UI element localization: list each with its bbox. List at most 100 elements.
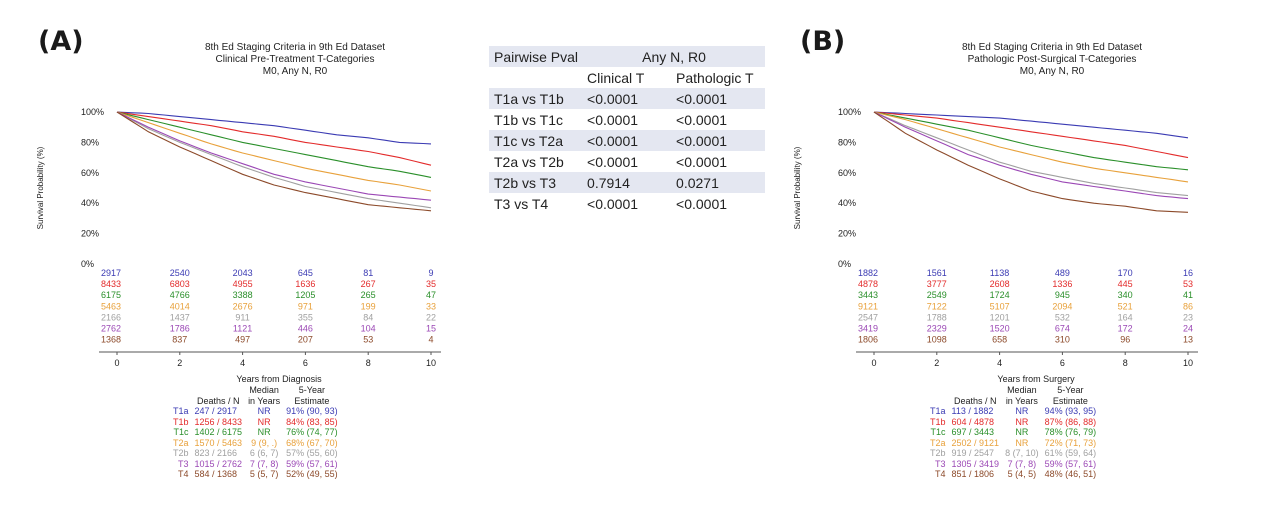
y-tick-label: 0% (838, 259, 851, 269)
pv-row-label: T1c vs T2a (489, 130, 583, 151)
pv-row: T1c vs T2a <0.0001 <0.0001 (489, 130, 766, 151)
at-risk-count: 1636 (295, 279, 315, 289)
panel-b-title-line-1: 8th Ed Staging Criteria in 9th Ed Datase… (961, 42, 1143, 53)
stats-row: T4 584 / 1368 5 (5, 7) 52% (49, 55) (170, 469, 341, 480)
pv-row-label: T1b vs T1c (489, 109, 583, 130)
at-risk-count: 2676 (233, 301, 253, 311)
stats-category: T3 (935, 458, 946, 469)
stats-header-estimate: 5-Year (1057, 385, 1084, 395)
at-risk-count: 2329 (927, 324, 947, 334)
at-risk-count: 1201 (990, 312, 1010, 322)
at-risk-count: 3777 (927, 279, 947, 289)
at-risk-count: 445 (1118, 279, 1133, 289)
at-risk-count: 22 (426, 312, 436, 322)
survival-curve-t2b (116, 111, 432, 209)
at-risk-count: 1368 (101, 335, 121, 345)
stats-estimate: 68% (67, 70) (286, 437, 338, 448)
stats-row: T1a 113 / 1882 NR 94% (93, 95) (927, 406, 1099, 417)
stats-header-estimate: 5-Year (298, 385, 325, 395)
stats-header-row: Deaths / N in Years Estimate (927, 396, 1099, 407)
stats-deaths: 1256 / 8433 (194, 416, 243, 427)
at-risk-count: 33 (426, 301, 436, 311)
stats-header-blank (170, 385, 192, 396)
at-risk-count: 1138 (990, 268, 1009, 278)
survival-curve-t4 (116, 111, 432, 212)
stats-header-median: Median (249, 385, 279, 395)
stats-deaths: 1402 / 6175 (194, 427, 243, 437)
panel-b: 8th Ed Staging Criteria in 9th Ed Datase… (757, 0, 1227, 505)
survival-curve-t3 (873, 111, 1189, 200)
pairwise-pvalue-table: Pairwise Pval Any N, R0 Clinical T Patho… (489, 46, 766, 214)
at-risk-count: 84 (363, 312, 373, 322)
at-risk-count: 4766 (170, 290, 190, 300)
at-risk-count: 13 (1183, 335, 1193, 345)
survival-curve-t4 (873, 111, 1189, 213)
at-risk-count: 15 (426, 324, 436, 334)
survival-curve-t2b (873, 111, 1189, 197)
at-risk-count: 658 (992, 335, 1007, 345)
at-risk-count: 2094 (1052, 301, 1072, 311)
stats-row: T3 1015 / 2762 7 (7, 8) 59% (57, 61) (170, 459, 341, 470)
survival-curve-t1b (873, 111, 1189, 159)
at-risk-count: 7122 (927, 301, 947, 311)
at-risk-count: 532 (1055, 312, 1070, 322)
x-tick-label: 4 (240, 358, 245, 368)
at-risk-count: 1788 (927, 312, 947, 322)
pv-pathologic-value: <0.0001 (671, 109, 766, 130)
pv-header-row: Pairwise Pval Any N, R0 (489, 46, 766, 67)
at-risk-count: 3443 (858, 290, 878, 300)
at-risk-count: 2762 (101, 324, 121, 334)
stats-deaths: 697 / 3443 (951, 427, 995, 437)
survival-curve-t1c (116, 111, 432, 178)
stats-row: T2b 823 / 2166 6 (6, 7) 57% (55, 60) (170, 448, 341, 459)
at-risk-count: 16 (1183, 268, 1193, 278)
at-risk-count: 5463 (101, 301, 121, 311)
y-tick-label: 40% (838, 198, 856, 208)
pv-clinical-value: 0.7914 (582, 172, 672, 193)
stats-median: 9 (9, .) (251, 437, 278, 448)
at-risk-count: 945 (1055, 290, 1070, 300)
stats-deaths: 823 / 2166 (194, 448, 238, 458)
at-risk-count: 971 (298, 301, 313, 311)
at-risk-count: 3388 (233, 290, 253, 300)
at-risk-count: 355 (298, 312, 313, 322)
at-risk-count: 1786 (170, 324, 190, 334)
stats-deaths: 851 / 1806 (951, 469, 995, 479)
stats-header-row: Deaths / N in Years Estimate (170, 396, 341, 407)
at-risk-count: 310 (1055, 335, 1070, 345)
panel-b-survival-chart: 0% 20% 40% 60% 80% 100% Survival Probability (… (793, 107, 1198, 384)
stats-row: T1a 247 / 2917 NR 91% (90, 93) (170, 406, 341, 417)
survival-curve-t1b (116, 111, 432, 166)
at-risk-count: 4878 (858, 279, 878, 289)
x-tick-label: 6 (303, 358, 308, 368)
at-risk-count: 1205 (295, 290, 315, 300)
stats-estimate: 72% (71, 73) (1044, 437, 1097, 448)
stats-estimate: 48% (46, 51) (1044, 469, 1097, 479)
at-risk-count: 86 (1183, 301, 1193, 311)
survival-curve-t2a (116, 111, 432, 192)
at-risk-count: 104 (361, 324, 376, 334)
at-risk-count: 170 (1118, 268, 1133, 278)
stats-header-row: Median 5-Year (170, 385, 341, 396)
at-risk-count: 1724 (990, 290, 1010, 300)
at-risk-count: 2166 (101, 312, 121, 322)
panel-a-letter: (A) (38, 26, 84, 57)
stats-median: 6 (6, 7) (249, 448, 279, 458)
y-tick-label: 60% (838, 168, 856, 178)
panel-b-title-line-3: M0, Any N, R0 (1019, 66, 1085, 77)
stats-deaths: 247 / 2917 (194, 406, 238, 416)
pv-subheader-row: Clinical T Pathologic T (489, 67, 766, 88)
at-risk-count: 96 (1120, 335, 1130, 345)
stats-category: T1c (173, 427, 189, 437)
x-tick-label: 0 (114, 358, 119, 368)
stats-deaths: 1570 / 5463 (194, 437, 243, 448)
x-tick-label: 10 (426, 358, 436, 368)
at-risk-count: 41 (1183, 290, 1193, 300)
pv-row: T2a vs T2b <0.0001 <0.0001 (489, 151, 766, 172)
pv-pathologic-value: <0.0001 (671, 130, 766, 151)
stats-median: 5 (4, 5) (1007, 469, 1037, 479)
stats-header-estimate: Estimate (294, 395, 330, 406)
x-tick-label: 8 (1123, 358, 1128, 368)
survival-curve-t2a (873, 111, 1189, 183)
